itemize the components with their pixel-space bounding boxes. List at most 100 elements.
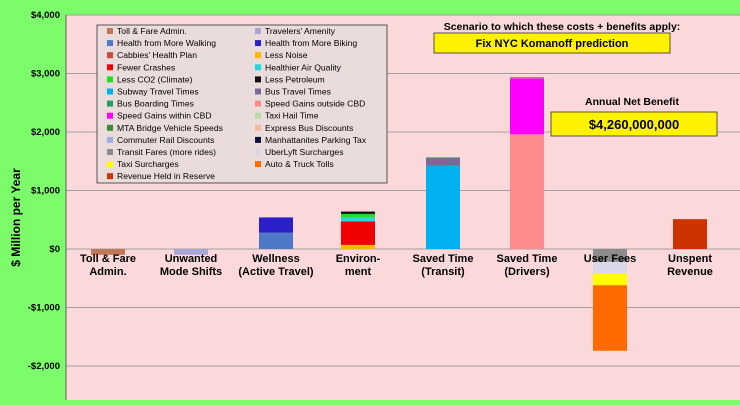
legend-swatch: [255, 100, 261, 107]
net-benefit-value: $4,260,000,000: [589, 117, 679, 132]
scenario-label: Fix NYC Komanoff prediction: [476, 38, 629, 50]
x-tick-label: Unspent: [668, 253, 712, 265]
legend-label: Speed Gains outside CBD: [265, 99, 365, 109]
bar-segment: [426, 157, 460, 159]
legend-label: MTA Bridge Vehicle Speeds: [117, 123, 223, 133]
legend-label: Commuter Rail Discounts: [117, 135, 214, 145]
x-tick-label: Environ-: [336, 253, 381, 265]
legend-label: Bus Boarding Times: [117, 99, 194, 109]
x-tick-label: ment: [345, 266, 372, 278]
net-benefit-heading: Annual Net Benefit: [585, 96, 679, 108]
bar-segment: [593, 249, 627, 262]
y-tick-label: $3,000: [31, 69, 60, 80]
bar-segment: [593, 261, 627, 274]
legend-label: Toll & Fare Admin.: [117, 26, 187, 36]
bar-segment: [510, 77, 544, 79]
bar-segment: [593, 285, 627, 351]
legend-swatch: [107, 88, 113, 95]
x-tick-label: Mode Shifts: [160, 266, 222, 278]
x-tick-label: Saved Time: [497, 253, 558, 265]
x-tick-label: (Active Travel): [238, 266, 314, 278]
bar-segment: [259, 217, 293, 233]
bar-segment: [341, 221, 375, 245]
legend-label: Less Noise: [265, 50, 308, 60]
legend-label: Taxi Hail Time: [265, 111, 319, 121]
legend-label: Healthier Air Quality: [265, 62, 342, 72]
legend-label: Taxi Surcharges: [117, 159, 179, 169]
y-tick-label: $0: [49, 244, 60, 255]
legend-swatch: [255, 136, 261, 143]
legend-swatch: [255, 40, 261, 47]
bar-segment: [426, 165, 460, 249]
legend-label: Cabbies' Health Plan: [117, 50, 197, 60]
x-tick-label: User Fees: [584, 253, 637, 265]
legend-swatch: [107, 64, 113, 71]
bar-segment: [341, 211, 375, 214]
legend-label: Bus Travel Times: [265, 87, 331, 97]
bar-segment: [673, 219, 707, 249]
x-tick-label: (Transit): [421, 266, 465, 278]
legend-swatch: [255, 88, 261, 95]
legend-swatch: [107, 173, 113, 180]
legend-label: Health from More Walking: [117, 38, 216, 48]
legend-swatch: [107, 100, 113, 107]
x-tick-label: Wellness: [252, 253, 300, 265]
legend-label: Transit Fares (more rides): [117, 147, 216, 157]
y-tick-label: -$2,000: [28, 361, 60, 372]
legend-swatch: [107, 76, 113, 83]
bar-segment: [593, 273, 627, 286]
y-axis-title: $ Million per Year: [9, 168, 23, 267]
legend: Toll & Fare Admin. Travelers' Amenity Heal…: [96, 24, 388, 184]
bar-segment: [510, 78, 544, 135]
bar-segment: [510, 134, 544, 249]
bar-segment: [426, 157, 460, 166]
legend-swatch: [107, 124, 113, 131]
net-benefit-box: [550, 111, 718, 137]
legend-swatch: [255, 149, 261, 155]
legend-label: Manhattanites Parking Tax: [265, 135, 367, 145]
x-tick-label: Admin.: [89, 266, 126, 278]
legend-swatch: [255, 52, 261, 59]
scenario-box: [433, 32, 671, 54]
legend-swatch: [255, 76, 261, 83]
legend-label: Fewer Crashes: [117, 62, 175, 72]
x-tick-label: Revenue: [667, 266, 713, 278]
legend-swatch: [107, 149, 113, 155]
legend-swatch: [107, 52, 113, 59]
y-tick-label: -$1,000: [28, 303, 60, 314]
y-tick-label: $1,000: [31, 186, 60, 197]
legend-label: Health from More Biking: [265, 38, 357, 48]
legend-swatch: [107, 161, 113, 168]
legend-label: Revenue Held in Reserve: [117, 171, 215, 181]
legend-box: [96, 24, 388, 184]
scenario-callout: Scenario to which these costs + benefits…: [433, 21, 681, 54]
legend-label: UberLyft Surcharges: [265, 147, 344, 157]
legend-swatch: [255, 28, 261, 34]
legend-label: Auto & Truck Tolls: [265, 159, 334, 169]
x-tick-label: Toll & Fare: [80, 253, 136, 265]
bar-segment: [341, 217, 375, 222]
legend-label: Travelers' Amenity: [265, 26, 336, 36]
x-tick-label: Saved Time: [413, 253, 474, 265]
y-tick-label: $4,000: [31, 10, 60, 21]
bar-segment: [341, 213, 375, 218]
legend-swatch: [255, 124, 261, 131]
legend-swatch: [255, 112, 261, 119]
x-tick-label: (Drivers): [504, 266, 550, 278]
bar-segment: [510, 77, 544, 78]
legend-swatch: [255, 64, 261, 71]
legend-swatch: [107, 112, 113, 119]
x-tick-label: Unwanted: [165, 253, 218, 265]
bar-segment: [259, 232, 293, 249]
legend-label: Express Bus Discounts: [265, 123, 353, 133]
legend-swatch: [107, 28, 113, 34]
scenario-heading: Scenario to which these costs + benefits…: [444, 21, 681, 33]
y-tick-label: $2,000: [31, 127, 60, 138]
bar-segment: [91, 249, 125, 255]
net-benefit-callout: Annual Net Benefit $4,260,000,000: [550, 96, 718, 137]
legend-swatch: [107, 40, 113, 47]
bar-segment: [341, 244, 375, 249]
